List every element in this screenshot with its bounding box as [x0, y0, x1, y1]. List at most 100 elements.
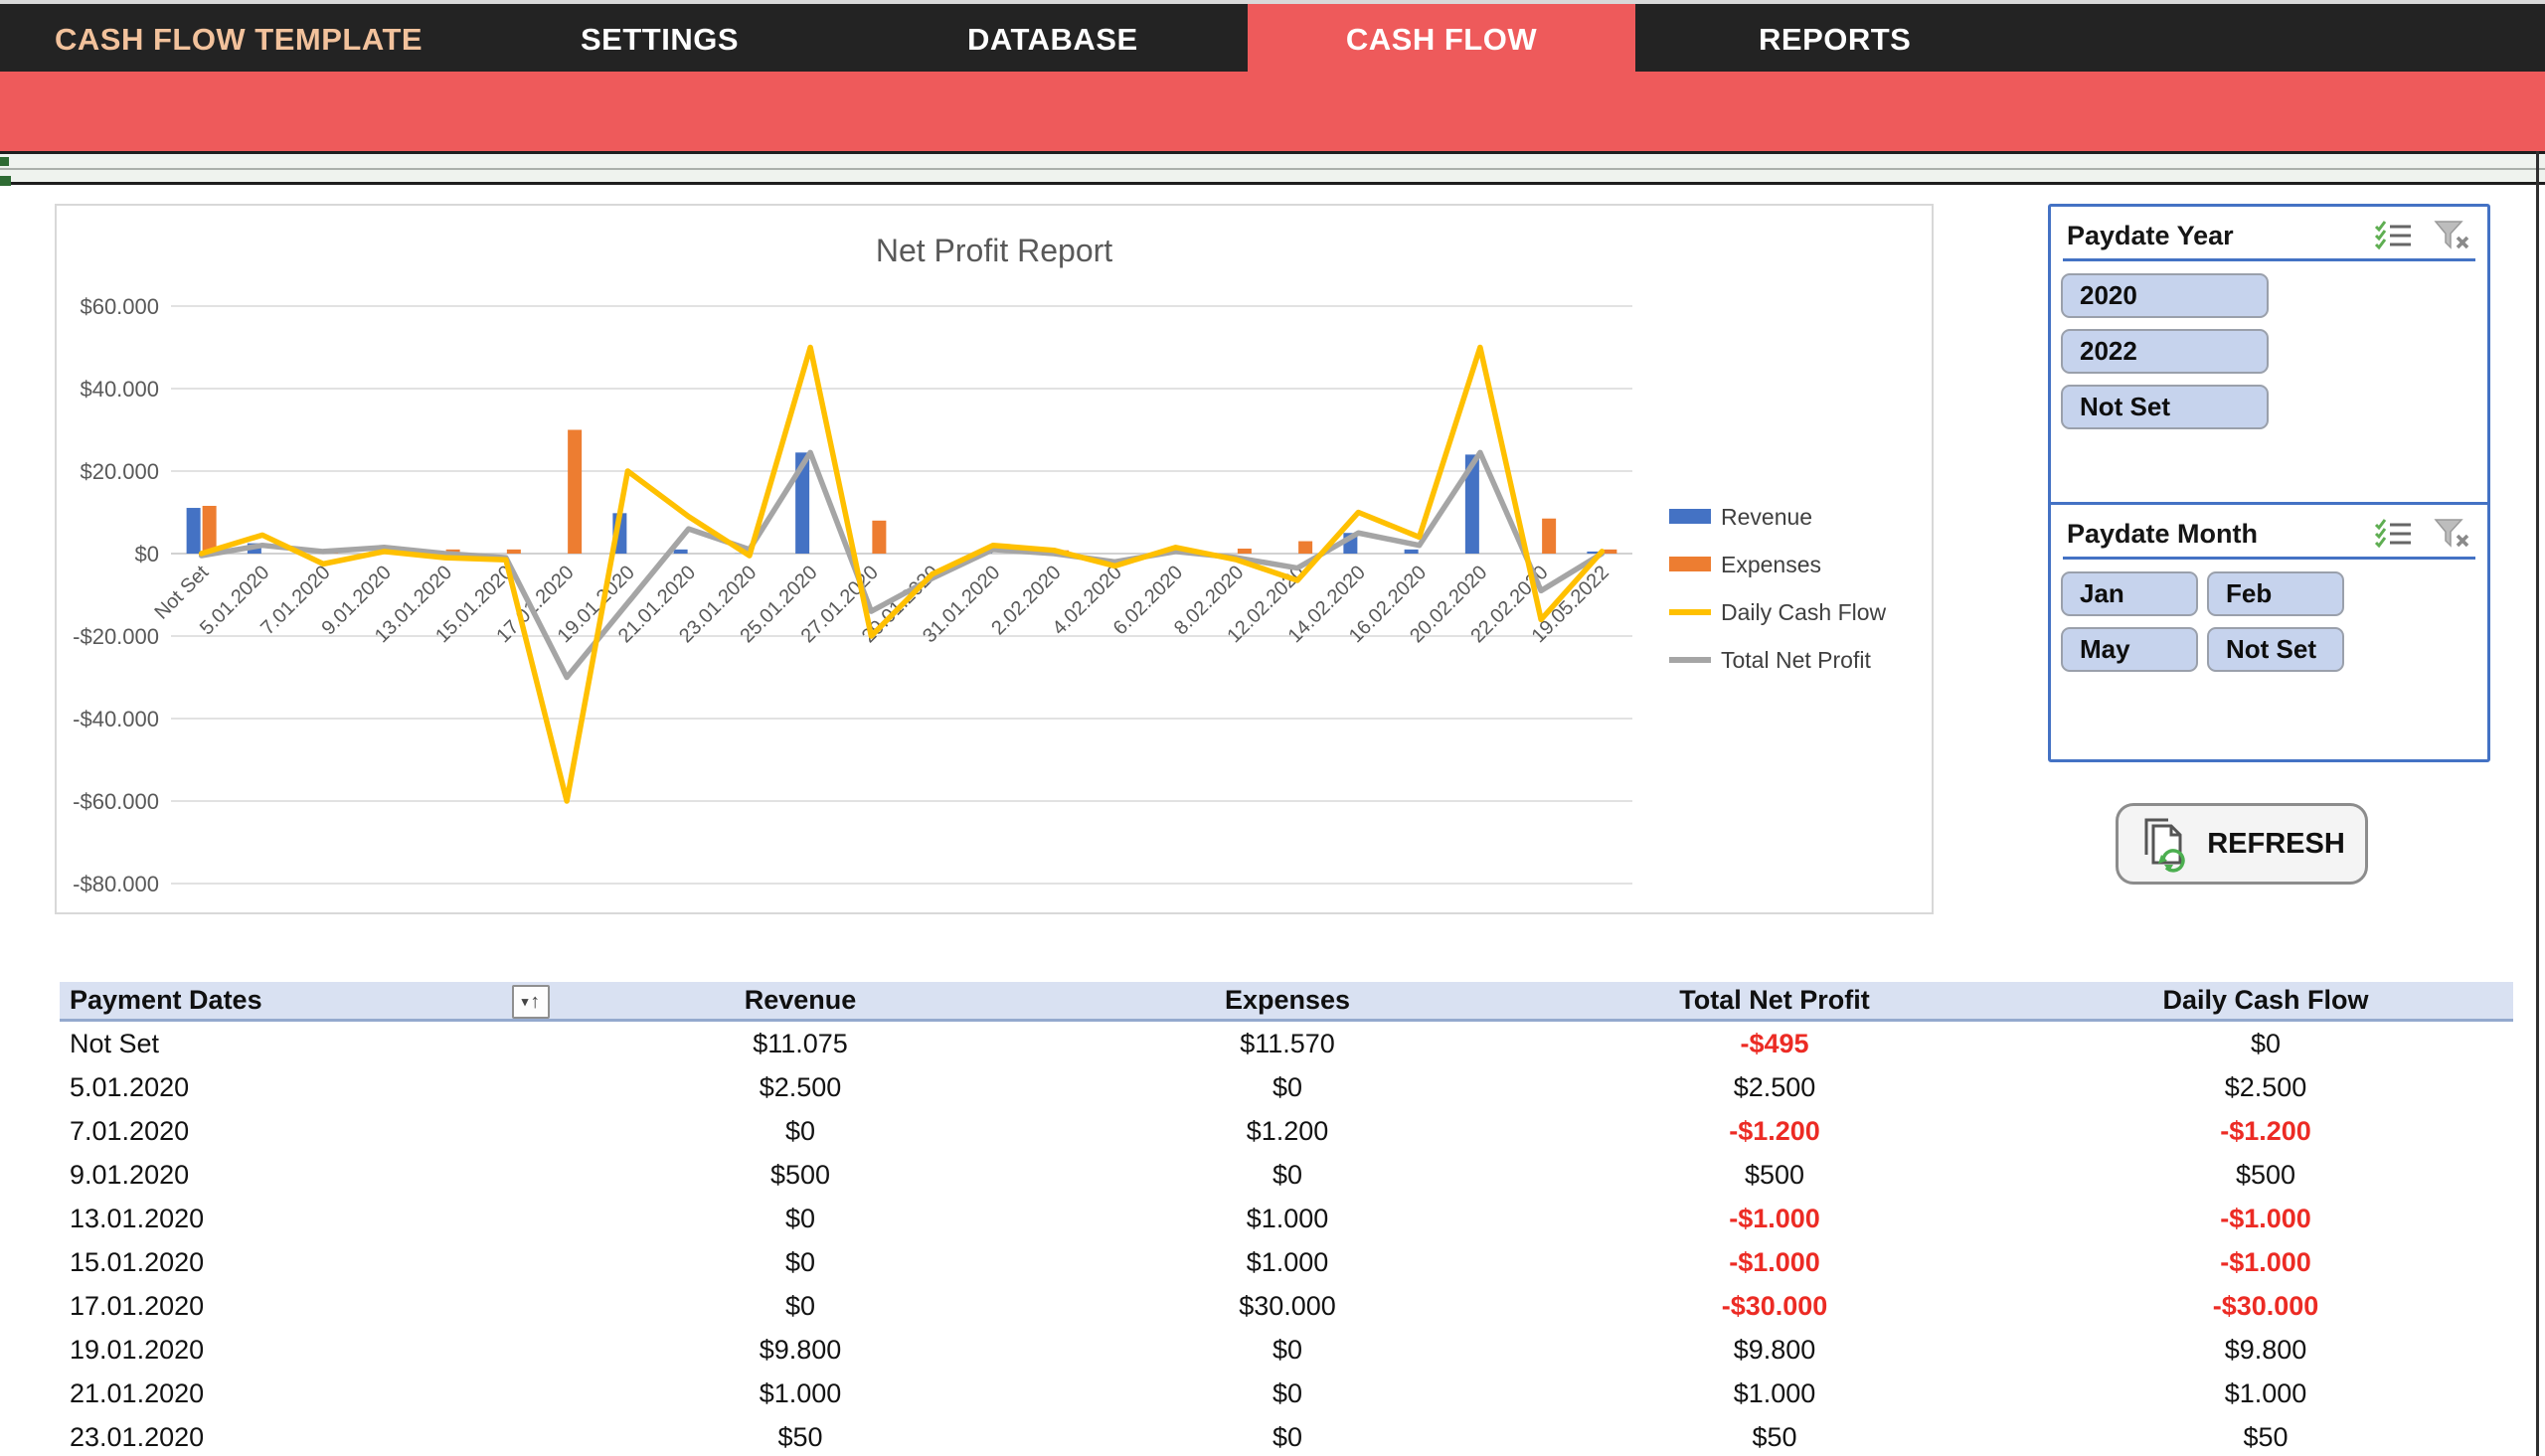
row-marker-icon [0, 176, 11, 186]
table-row: 15.01.2020 $0 $1.000 -$1.000 -$1.000 [60, 1240, 2513, 1284]
cell: $1.000 [1246, 1246, 1329, 1277]
svg-text:Expenses: Expenses [1721, 552, 1821, 577]
svg-text:$20.000: $20.000 [80, 459, 159, 484]
svg-text:$0: $0 [135, 542, 159, 566]
cell: -$1.000 [1729, 1246, 1820, 1277]
table-body: Not Set $11.075 $11.570 -$495 $0 5.01.2020 $2.… [60, 1022, 2513, 1456]
slicer-header: Paydate Year [2051, 207, 2487, 258]
cell: -$30.000 [2212, 1290, 2319, 1321]
slicer-paydate-year: Paydate Year 2020 2022 Not Set [2048, 204, 2490, 517]
cell: $0 [784, 1203, 816, 1233]
slicer-title: Paydate Year [2067, 220, 2234, 250]
cell: 23.01.2020 [70, 1421, 205, 1452]
cell: $30.000 [1239, 1290, 1336, 1321]
slicer-title: Paydate Month [2067, 518, 2259, 549]
cell: -$1.000 [1729, 1203, 1820, 1233]
col-expenses: Expenses [1224, 985, 1351, 1015]
col-payment-dates: Payment Dates [70, 985, 262, 1015]
cell: $1.000 [1246, 1203, 1329, 1233]
cell: $11.570 [1240, 1028, 1335, 1058]
worksheet-strip [0, 151, 2545, 186]
sort-filter-button[interactable]: ▾ ↑ [512, 985, 550, 1019]
cell: -$30.000 [1721, 1290, 1828, 1321]
slicer-header: Paydate Month [2051, 505, 2487, 557]
payments-table: Payment Dates Revenue Expenses Total Net… [60, 982, 2513, 1456]
slicer-separator [2063, 557, 2475, 560]
cell: $0 [784, 1290, 816, 1321]
tab-reports[interactable]: REPORTS [1759, 22, 1912, 57]
slicer-option-2022[interactable]: 2022 [2061, 329, 2269, 374]
cell: $9.800 [1733, 1334, 1816, 1365]
cell: $0 [1272, 1334, 1303, 1365]
cell: $0 [784, 1115, 816, 1146]
col-revenue: Revenue [744, 985, 857, 1015]
cell: 5.01.2020 [70, 1071, 190, 1102]
multi-select-icon[interactable] [2374, 221, 2414, 250]
cell: 19.01.2020 [70, 1334, 205, 1365]
slicer-option-feb[interactable]: Feb [2207, 571, 2344, 616]
cell: $0 [1272, 1421, 1303, 1452]
cell: $0 [784, 1246, 816, 1277]
cell: $2.500 [2224, 1071, 2307, 1102]
slicer-option-may[interactable]: May [2061, 627, 2198, 672]
cell: -$1.200 [2220, 1115, 2311, 1146]
cell: $9.800 [759, 1334, 842, 1365]
strip-divider [0, 168, 2545, 170]
cell: $2.500 [759, 1071, 842, 1102]
sort-down-icon: ▾ [521, 994, 529, 1009]
table-row: 9.01.2020 $500 $0 $500 $500 [60, 1153, 2513, 1197]
svg-text:$60.000: $60.000 [80, 294, 159, 319]
cell: 7.01.2020 [70, 1115, 190, 1146]
col-daily-cash-flow: Daily Cash Flow [2162, 985, 2369, 1015]
refresh-button[interactable]: REFRESH [2116, 803, 2368, 885]
svg-text:Net Profit Report: Net Profit Report [876, 233, 1112, 268]
refresh-label: REFRESH [2207, 827, 2345, 860]
top-navigation: CASH FLOW TEMPLATE SETTINGS DATABASE CAS… [0, 0, 2545, 76]
window-edge [2536, 151, 2539, 1456]
clear-filter-icon[interactable] [2434, 518, 2471, 550]
cell: $9.800 [2224, 1334, 2307, 1365]
svg-text:Revenue: Revenue [1721, 504, 1812, 530]
svg-text:-$20.000: -$20.000 [73, 624, 159, 649]
cell: $1.200 [1246, 1115, 1329, 1146]
cell: $1.000 [2224, 1377, 2307, 1408]
cell: 21.01.2020 [70, 1377, 205, 1408]
col-total-net-profit: Total Net Profit [1679, 985, 1870, 1015]
cell: 9.01.2020 [70, 1159, 190, 1190]
cell: 15.01.2020 [70, 1246, 205, 1277]
cell: Not Set [70, 1028, 160, 1058]
cell: $0 [1272, 1159, 1303, 1190]
cell: $1.000 [759, 1377, 842, 1408]
svg-text:-$80.000: -$80.000 [73, 872, 159, 896]
multi-select-icon[interactable] [2374, 519, 2414, 549]
slicer-options: 2020 2022 Not Set [2051, 261, 2487, 441]
table-row: 21.01.2020 $1.000 $0 $1.000 $1.000 [60, 1372, 2513, 1415]
svg-text:-$40.000: -$40.000 [73, 707, 159, 731]
cell: 13.01.2020 [70, 1203, 205, 1233]
table-header: Payment Dates Revenue Expenses Total Net… [60, 982, 2513, 1022]
net-profit-chart: Net Profit Report $60.000 $40.000 $20.000 $0… [73, 233, 1887, 896]
cell: $0 [1272, 1071, 1303, 1102]
cell: $0 [1272, 1377, 1303, 1408]
cell: $11.075 [753, 1028, 848, 1058]
svg-text:-$60.000: -$60.000 [73, 789, 159, 814]
cell: $1.000 [1733, 1377, 1816, 1408]
slicer-option-jan[interactable]: Jan [2061, 571, 2198, 616]
clear-filter-icon[interactable] [2434, 220, 2471, 251]
tab-settings[interactable]: SETTINGS [581, 22, 740, 57]
svg-text:Daily Cash Flow: Daily Cash Flow [1721, 599, 1887, 625]
slicer-option-not-set[interactable]: Not Set [2061, 385, 2269, 429]
row-marker-icon [0, 157, 9, 166]
slicer-option-2020[interactable]: 2020 [2061, 273, 2269, 318]
table-row: 23.01.2020 $50 $0 $50 $50 [60, 1415, 2513, 1456]
tab-cash-flow-template[interactable]: CASH FLOW TEMPLATE [55, 22, 424, 57]
tab-database[interactable]: DATABASE [967, 22, 1138, 57]
slicer-options: Jan Feb May Not Set [2051, 560, 2487, 684]
slicer-option-not-set[interactable]: Not Set [2207, 627, 2344, 672]
tab-cash-flow[interactable]: CASH FLOW [1248, 4, 1635, 76]
cell: $0 [2250, 1028, 2282, 1058]
cell: $2.500 [1733, 1071, 1816, 1102]
table-row: 19.01.2020 $9.800 $0 $9.800 $9.800 [60, 1328, 2513, 1372]
table-row: 7.01.2020 $0 $1.200 -$1.200 -$1.200 [60, 1109, 2513, 1153]
